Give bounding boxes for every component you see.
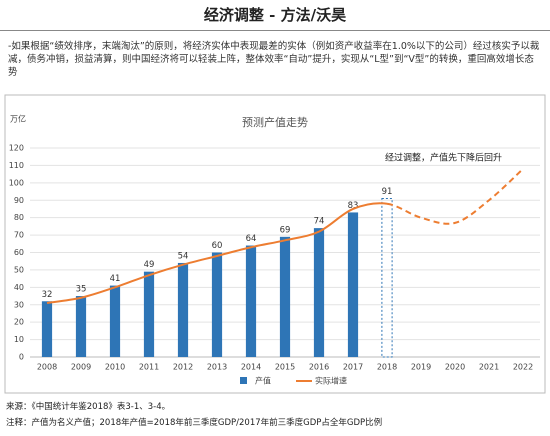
divider [0,30,550,31]
chart-frame [4,94,546,394]
data-label: 60 [212,241,223,251]
x-tick-label: 2019 [411,363,431,372]
y-tick-label: 60 [14,248,24,257]
data-label: 49 [144,260,155,270]
annotation: 经过调整，产值先下降后回升 [385,152,502,164]
bar [143,271,155,357]
line-solid [46,202,388,304]
data-label: 54 [178,251,189,261]
page-title: 经济调整 - 方法/沃昊 [203,6,347,24]
legend-label: 实际增速 [315,376,347,386]
data-label: 41 [110,274,121,284]
bar [381,198,393,358]
y-tick-label: 70 [14,231,24,240]
line-dashed [386,168,524,225]
y-tick-label: 40 [14,283,24,292]
y-tick-label: 0 [19,353,24,362]
x-tick-label: 2012 [173,363,193,372]
paragraph: -如果根据“绩效排序，末端淘汰”的原则，将经济实体中表现最差的实体（例如资产收益… [8,41,540,78]
y-tick-label: 110 [9,161,24,170]
bar [109,285,121,357]
x-tick-label: 2022 [513,363,533,372]
bar [211,252,223,357]
x-tick-label: 2009 [71,363,91,372]
chart-title: 预测产值走势 [242,115,308,129]
data-label: 69 [280,225,291,235]
legend-swatch [240,377,247,384]
x-tick-label: 2011 [139,363,159,372]
x-tick-label: 2008 [37,363,57,372]
note: 注释：产值为名义产值；2018年产值=2018年前三季度GDP/2017年前三季… [6,418,383,428]
bar [245,245,257,357]
bar [313,228,325,357]
data-label: 83 [348,201,359,211]
x-tick-label: 2017 [343,363,363,372]
y-tick-label: 50 [14,265,24,274]
x-tick-label: 2014 [241,363,261,372]
y-tick-label: 120 [9,144,24,153]
y-tick-label: 10 [14,335,24,344]
y-tick-label: 100 [9,178,24,187]
x-tick-label: 2016 [309,363,329,372]
source: 来源：《中国统计年鉴2018》表3-1、3-4。 [6,402,171,412]
y-tick-label: 90 [14,196,24,205]
bar [347,212,359,357]
x-tick-label: 2015 [275,363,295,372]
data-label: 91 [382,187,393,197]
y-tick-label: 80 [14,213,24,222]
data-label: 74 [314,217,325,227]
bar [75,296,87,357]
bar [279,236,291,357]
x-tick-label: 2021 [479,363,499,372]
bar [177,262,189,357]
y-axis-label: 万亿 [10,114,26,124]
x-tick-label: 2018 [377,363,397,372]
x-tick-label: 2020 [445,363,465,372]
data-label: 35 [76,285,87,295]
y-tick-label: 20 [14,318,24,327]
x-tick-label: 2010 [105,363,125,372]
data-label: 64 [246,234,257,244]
y-tick-label: 30 [14,300,24,309]
legend-label: 产值 [255,376,271,386]
x-tick-label: 2013 [207,363,227,372]
bar [41,301,53,357]
data-label: 32 [42,290,53,300]
